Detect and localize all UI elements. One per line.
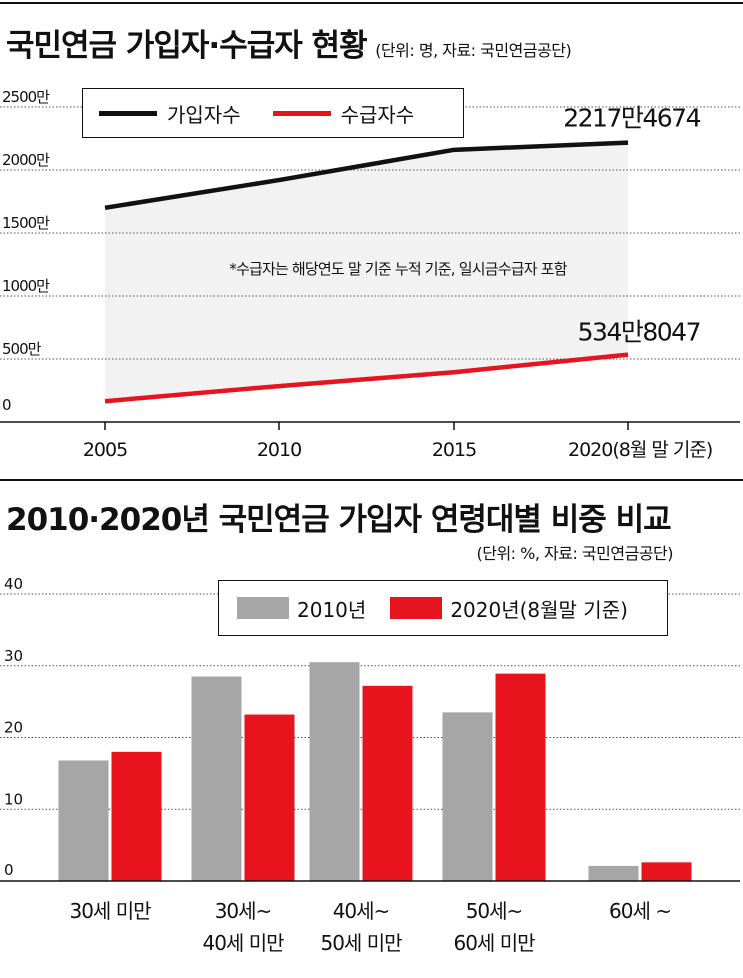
chart1-annotation: *수급자는 해당연도 말 기준 누적 기준, 일시금수급자 포함: [229, 260, 567, 278]
line-chart: 0 500만 1000만 1500만 2000만 2500만 2005 2010 2015 202…: [0, 88, 740, 461]
y-tick-label: 0: [2, 396, 11, 414]
chart1-unit-note: (단위: 명, 자료: 국민연금공단): [375, 41, 572, 60]
bar-2010: [309, 662, 360, 881]
end-value-label: 2217만4674: [563, 104, 700, 133]
bar-2010: [588, 865, 639, 881]
legend-swatch-2010: [237, 597, 289, 619]
x-category-label: 60세 ~: [609, 899, 671, 923]
y-tick-label: 0: [4, 861, 14, 879]
chart1-legend: 가입자수 수급자수: [82, 88, 464, 138]
chart2-legend: 2010년 2020년(8월말 기준): [218, 580, 668, 636]
x-category-label: 30세 미만: [69, 899, 151, 923]
legend-label-2020: 2020년(8월말 기준): [450, 597, 628, 622]
x-category-label: 30세~: [215, 899, 272, 923]
bar-2010: [442, 712, 493, 881]
y-tick-label: 500만: [2, 340, 42, 358]
legend-label-recipients: 수급자수: [340, 102, 415, 127]
x-tick-label: 2010: [257, 439, 301, 461]
y-tick-label: 1500만: [2, 214, 50, 232]
bar-2020: [362, 685, 413, 881]
chart2-title: 2010·2020년 국민연금 가입자 연령대별 비중 비교: [6, 502, 672, 538]
y-tick-label: 30: [4, 647, 23, 665]
legend-swatch-recipients: [272, 110, 331, 116]
y-tick-label: 20: [4, 719, 23, 737]
bar-2020: [244, 714, 295, 881]
end-value-label: 534만8047: [578, 318, 700, 347]
section-rule: [0, 479, 743, 481]
y-tick-label: 2500만: [2, 88, 50, 106]
y-tick-label: 10: [4, 790, 23, 808]
legend-item-2020: 2020년(8월말 기준): [390, 594, 628, 623]
y-tick-label: 1000만: [2, 277, 50, 295]
legend-item-subscribers: 가입자수: [99, 99, 241, 128]
legend-item-2010: 2010년: [237, 594, 366, 623]
series-line-subscribers: [104, 140, 629, 211]
legend-label-subscribers: 가입자수: [167, 102, 241, 127]
top-rule: [0, 2, 743, 4]
bar-2010: [58, 760, 109, 881]
bar-2010: [191, 676, 242, 881]
x-tick-label: 2005: [83, 439, 127, 461]
legend-swatch-2020: [390, 597, 443, 619]
shaded-band: [105, 142, 628, 402]
chart2-title-row: 2010·2020년 국민연금 가입자 연령대별 비중 비교: [6, 494, 672, 539]
legend-label-2010: 2010년: [297, 597, 367, 622]
x-tick-label: 2015: [432, 439, 476, 461]
chart1-title: 국민연금 가입자·수급자 현황: [6, 28, 368, 64]
bar-2020: [641, 862, 692, 881]
y-tick-label: 2000만: [2, 151, 50, 169]
series-line-recipients: [104, 352, 629, 404]
x-category-label: 60세 미만: [453, 931, 535, 955]
x-category-label: 50세 미만: [320, 931, 402, 955]
legend-swatch-subscribers: [99, 110, 157, 116]
x-category-label: 40세 미만: [202, 931, 284, 955]
y-tick-label: 40: [4, 575, 23, 593]
x-tick-label: 2020(8월 말 기준): [568, 439, 712, 461]
bar-2020: [495, 673, 546, 881]
bar-2020: [111, 751, 162, 881]
x-category-label: 50세~: [466, 899, 523, 923]
legend-item-recipients: 수급자수: [272, 99, 415, 128]
chart2-unit-note: (단위: %, 자료: 국민연금공단): [476, 544, 673, 563]
x-category-label: 40세~: [333, 899, 390, 923]
chart1-title-row: 국민연금 가입자·수급자 현황 (단위: 명, 자료: 국민연금공단): [6, 20, 572, 65]
